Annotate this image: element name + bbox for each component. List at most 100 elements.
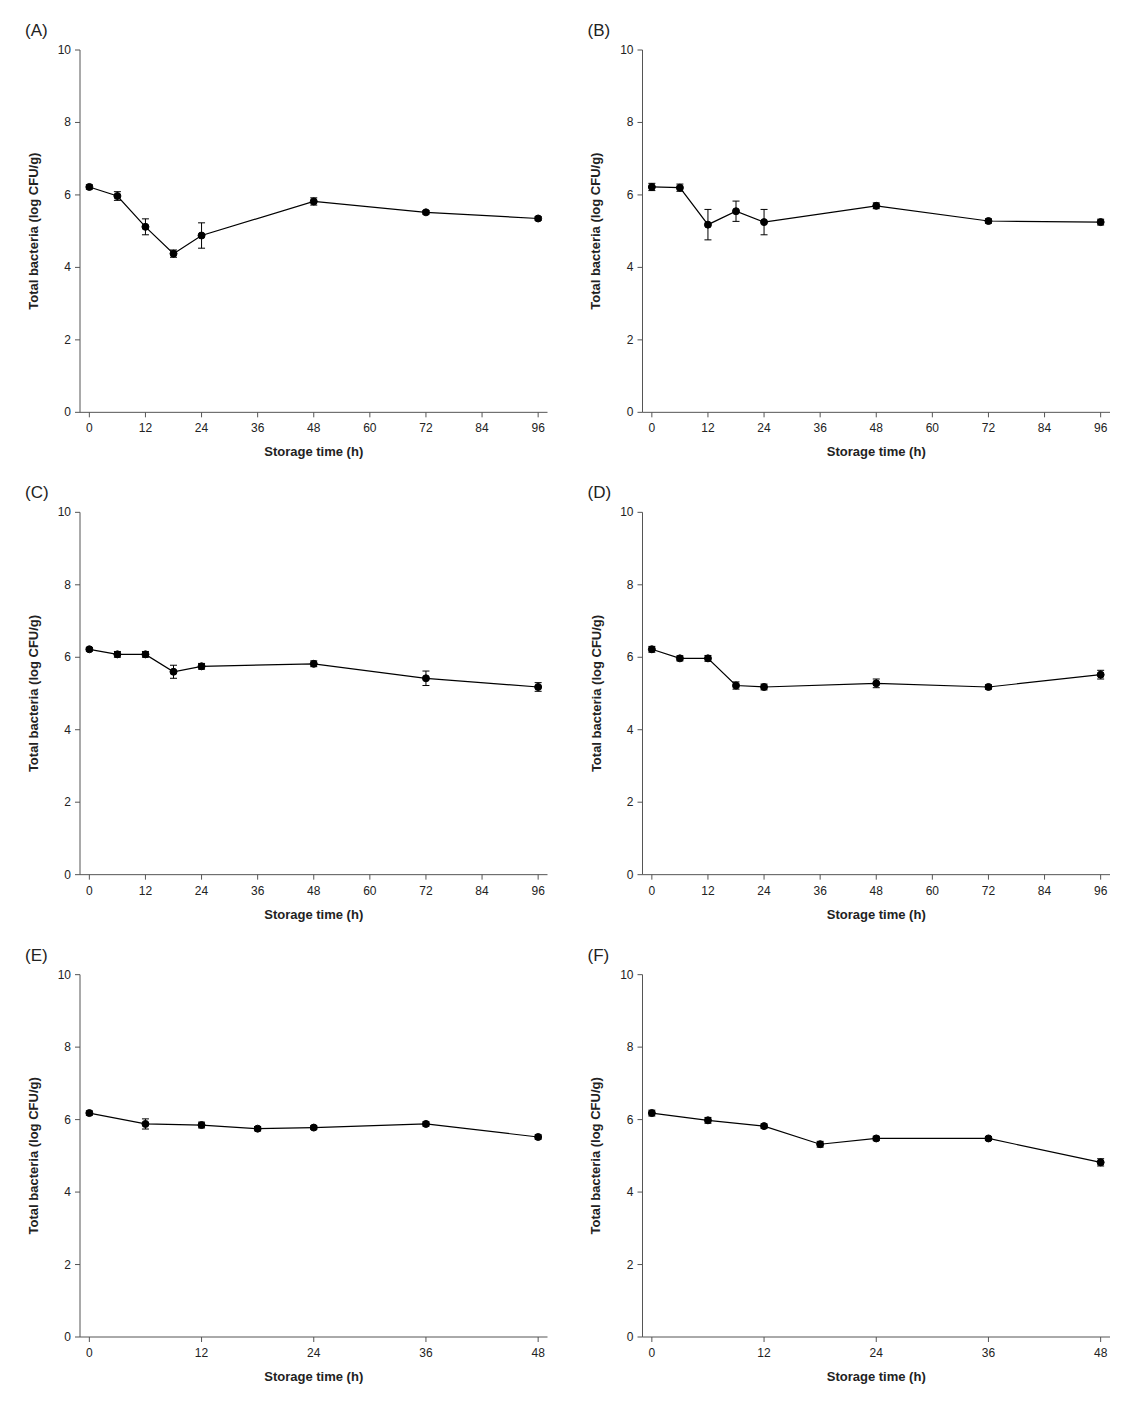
error-bar: [676, 656, 683, 661]
x-tick-label: 36: [813, 421, 827, 435]
y-tick-label: 2: [64, 795, 71, 809]
x-tick-label: 0: [86, 1346, 93, 1360]
x-tick: [932, 412, 933, 417]
marker: [704, 221, 711, 228]
y-tick: [75, 412, 80, 413]
x-tick-label: 60: [926, 884, 940, 898]
y-tick: [75, 1337, 80, 1338]
x-axis-label: Storage time (h): [827, 444, 926, 459]
x-tick-label: 12: [139, 884, 153, 898]
y-tick: [75, 584, 80, 585]
y-tick-label: 4: [64, 260, 71, 274]
y-tick: [638, 339, 643, 340]
panel-label: (D): [588, 483, 612, 502]
y-axis-line: [80, 975, 81, 1337]
x-axis-label: Storage time (h): [264, 444, 363, 459]
y-tick: [638, 267, 643, 268]
error-bar: [170, 665, 177, 678]
y-axis-label: Total bacteria (log CFU/g): [589, 615, 604, 772]
x-tick-label: 36: [813, 884, 827, 898]
x-tick-label: 60: [363, 884, 377, 898]
marker: [142, 651, 149, 658]
x-tick-label: 48: [870, 421, 884, 435]
y-tick: [75, 194, 80, 195]
y-tick-label: 4: [627, 723, 634, 737]
x-tick-label: 12: [701, 421, 715, 435]
y-tick-label: 2: [627, 795, 634, 809]
marker: [1097, 671, 1104, 678]
y-tick-label: 4: [64, 723, 71, 737]
y-tick: [638, 1337, 643, 1338]
x-tick-label: 12: [757, 1346, 771, 1360]
y-tick-label: 2: [627, 1258, 634, 1272]
x-tick: [145, 875, 146, 880]
x-tick: [201, 412, 202, 417]
x-tick: [820, 412, 821, 417]
y-tick: [638, 1264, 643, 1265]
y-tick-label: 0: [64, 868, 71, 882]
x-tick-label: 0: [649, 421, 656, 435]
y-tick-label: 10: [620, 43, 634, 57]
y-tick-label: 4: [627, 1185, 634, 1199]
page: {"chart_data": [ {"type": "line", "title…: [0, 0, 1135, 1407]
y-tick-label: 8: [627, 578, 634, 592]
x-tick: [257, 412, 258, 417]
y-tick: [75, 874, 80, 875]
marker: [817, 1141, 824, 1148]
x-tick-label: 72: [419, 421, 433, 435]
x-tick-label: 12: [701, 884, 715, 898]
panel: 0122436480246810Storage time (h)Total ba…: [25, 946, 548, 1384]
marker: [535, 1133, 542, 1140]
panel-label: (A): [25, 21, 48, 40]
background: [0, 0, 1135, 1407]
y-tick-label: 10: [620, 505, 634, 519]
y-tick-label: 2: [627, 333, 634, 347]
y-tick: [638, 412, 643, 413]
y-tick-label: 10: [58, 43, 72, 57]
y-tick-label: 2: [64, 1258, 71, 1272]
x-tick: [538, 1337, 539, 1342]
error-bar: [114, 192, 121, 201]
x-axis-label: Storage time (h): [827, 907, 926, 922]
y-tick-label: 2: [64, 333, 71, 347]
y-tick-label: 4: [627, 260, 634, 274]
y-tick-label: 10: [620, 968, 634, 982]
plot-data: [86, 646, 542, 692]
line: [652, 1113, 1101, 1162]
x-tick-label: 12: [139, 421, 153, 435]
marker: [985, 1135, 992, 1142]
marker: [761, 1123, 768, 1130]
marker: [873, 1135, 880, 1142]
marker: [985, 218, 992, 225]
y-tick: [75, 512, 80, 513]
y-tick-label: 6: [64, 1113, 71, 1127]
x-tick: [820, 875, 821, 880]
x-tick: [707, 875, 708, 880]
x-tick: [764, 1337, 765, 1342]
y-axis-label: Total bacteria (log CFU/g): [26, 153, 41, 310]
error-bar: [310, 198, 317, 205]
marker: [310, 660, 317, 667]
panel: 0122436480246810Storage time (h)Total ba…: [588, 946, 1111, 1384]
x-tick: [145, 412, 146, 417]
panel-label: (C): [25, 483, 49, 502]
error-bar: [198, 663, 205, 669]
y-tick: [638, 974, 643, 975]
marker: [142, 223, 149, 230]
y-tick-label: 8: [627, 1040, 634, 1054]
marker: [310, 1124, 317, 1131]
marker: [676, 655, 683, 662]
marker: [733, 208, 740, 215]
x-tick: [369, 412, 370, 417]
marker: [86, 646, 93, 653]
y-tick: [638, 512, 643, 513]
marker: [198, 232, 205, 239]
marker: [1097, 1159, 1104, 1166]
x-tick-label: 24: [195, 421, 209, 435]
y-tick-label: 0: [627, 1330, 634, 1344]
marker: [422, 1120, 429, 1127]
x-tick-label: 24: [307, 1346, 321, 1360]
marker: [648, 646, 655, 653]
panel: 012243648607284960246810Storage time (h)…: [25, 21, 548, 459]
x-tick: [369, 875, 370, 880]
